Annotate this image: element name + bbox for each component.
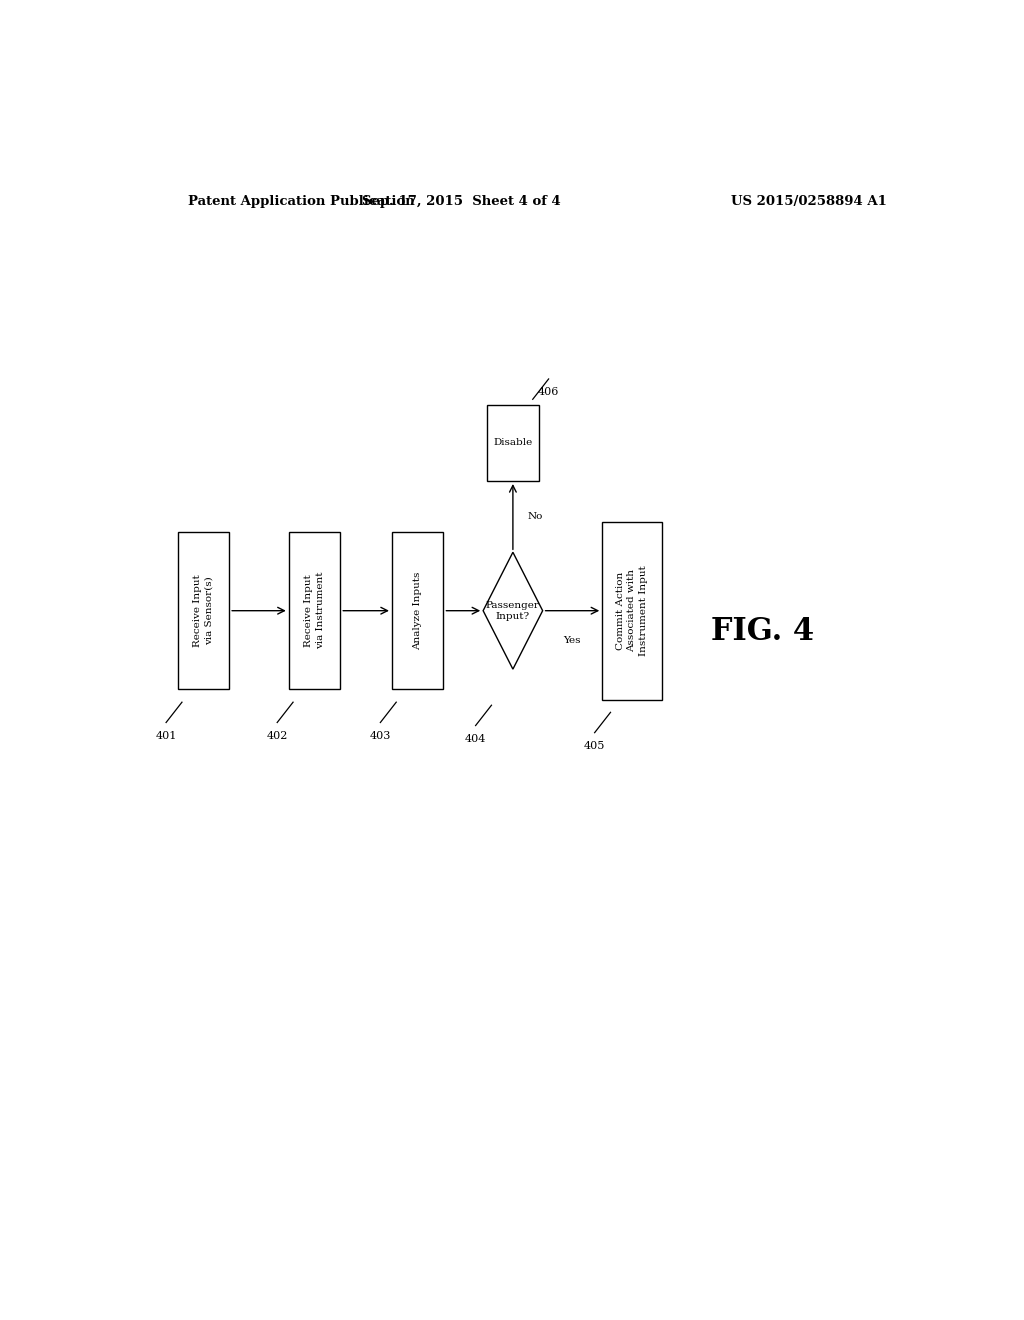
Text: Passenger
Input?: Passenger Input?	[486, 601, 540, 620]
Text: 403: 403	[370, 731, 391, 741]
Bar	[289, 532, 340, 689]
Text: 406: 406	[538, 387, 559, 397]
Text: Receive Input
via Instrument: Receive Input via Instrument	[304, 572, 325, 649]
Text: US 2015/0258894 A1: US 2015/0258894 A1	[731, 194, 887, 207]
Text: Sep. 17, 2015  Sheet 4 of 4: Sep. 17, 2015 Sheet 4 of 4	[361, 194, 561, 207]
Polygon shape	[483, 552, 543, 669]
Bar	[487, 405, 539, 480]
Text: 402: 402	[266, 731, 288, 741]
Text: Yes: Yes	[563, 636, 582, 645]
Bar	[392, 532, 443, 689]
Bar	[177, 532, 229, 689]
Text: FIG. 4: FIG. 4	[712, 615, 814, 647]
Text: 404: 404	[465, 734, 486, 743]
Text: Receive Input
via Sensor(s): Receive Input via Sensor(s)	[194, 574, 213, 647]
Text: 401: 401	[156, 731, 177, 741]
Text: Analyze Inputs: Analyze Inputs	[413, 572, 422, 649]
Text: No: No	[527, 512, 543, 521]
Text: 405: 405	[584, 741, 605, 751]
Text: Commit Action
Associated with
Instrument Input: Commit Action Associated with Instrument…	[616, 565, 647, 656]
Text: Disable: Disable	[494, 438, 532, 447]
Bar	[602, 521, 662, 700]
Text: Patent Application Publication: Patent Application Publication	[187, 194, 415, 207]
